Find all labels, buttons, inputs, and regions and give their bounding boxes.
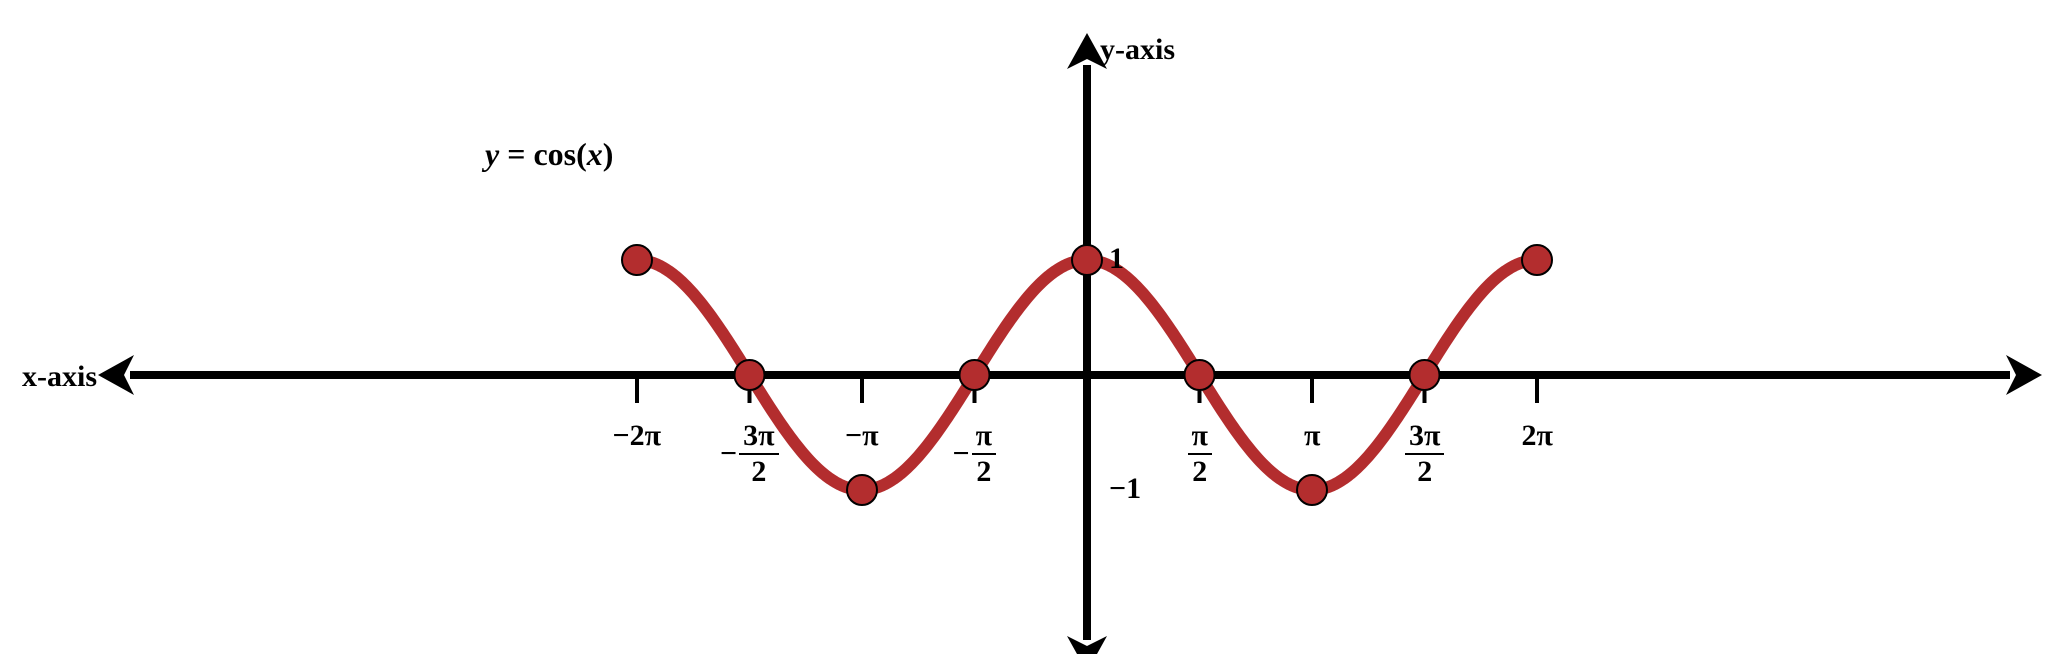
x-tick-label: 3π2: [1405, 421, 1444, 487]
x-tick-label: π2: [1188, 421, 1212, 487]
data-point: [622, 245, 652, 275]
data-point: [1522, 245, 1552, 275]
data-point: [735, 360, 765, 390]
chart-svg: [0, 0, 2060, 654]
x-tick-label: 2π: [1522, 421, 1553, 451]
data-point: [847, 475, 877, 505]
x-tick-label: −π: [845, 421, 879, 451]
x-tick-label: −2π: [613, 421, 662, 451]
cosine-chart: y-axisx-axisy = cos(x)1−1−2π−3π2−π−π2π2π…: [0, 0, 2060, 654]
x-axis-label: x-axis: [22, 362, 97, 392]
y-axis-label: y-axis: [1100, 35, 1175, 65]
data-point: [960, 360, 990, 390]
data-point: [1185, 360, 1215, 390]
data-point: [1297, 475, 1327, 505]
y-tick-label: −1: [1109, 474, 1141, 504]
x-tick-label: −3π2: [720, 421, 779, 487]
equation-label: y = cos(x): [485, 138, 613, 170]
y-tick-label: 1: [1109, 244, 1124, 274]
x-tick-label: π: [1304, 421, 1320, 451]
data-point: [1410, 360, 1440, 390]
x-tick-label: −π2: [953, 421, 997, 487]
data-point: [1072, 245, 1102, 275]
